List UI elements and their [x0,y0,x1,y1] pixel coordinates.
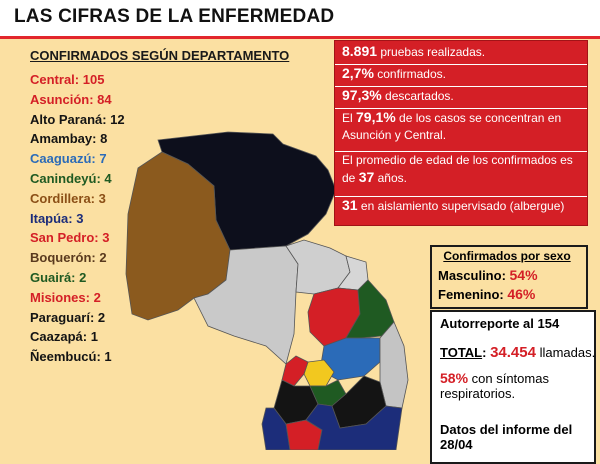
region-neembucu [261,407,291,450]
department-item: Misiones: 2 [30,289,101,305]
department-item: Itapúa: 3 [30,210,84,226]
sex-box: Confirmados por sexo Masculino: 54% Feme… [430,245,588,309]
stats-tests: 8.891 pruebas realizadas. [342,43,486,59]
department-item: Cordillera: 3 [30,190,106,206]
sex-male: Masculino: 54% [438,267,538,283]
departments-heading: CONFIRMADOS SEGÚN DEPARTAMENTO [30,48,290,63]
stats-isolation: 31 en aislamiento supervisado (albergue) [335,196,587,215]
paraguay-map [125,131,409,450]
department-item: Guairá: 2 [30,269,87,285]
department-item: Caazapá: 1 [30,329,98,345]
sex-female: Femenino: 46% [438,286,536,302]
stats-age: El promedio de edad de los confirmados e… [335,151,587,187]
sex-heading: Confirmados por sexo [443,249,571,263]
department-item: San Pedro: 3 [30,230,110,246]
departments-list: Central: 105 Asunción: 84 Alto Paraná: 12 A… [30,70,125,367]
page-title: LAS CIFRAS DE LA ENFERMEDAD [14,6,335,27]
stats-confirmed: 2,7% confirmados. [335,64,587,83]
department-item: Central: 105 [30,72,105,87]
department-item: Asunción: 84 [30,91,112,107]
department-item: Paraguarí: 2 [30,309,106,325]
report-respiratory: 58% con síntomas respiratorios. [440,370,549,401]
report-datos: Datos del informe del 28/04 [440,422,573,452]
department-item: Ñeembucú: 1 [30,349,112,365]
stats-box: 8.891 pruebas realizadas. 2,7% confirmad… [334,40,588,226]
stats-discarded: 97,3% descartados. [335,86,587,105]
department-item: Alto Paraná: 12 [30,111,125,127]
department-item: Amambay: 8 [30,131,108,147]
report-autoreporte: Autorreporte al 154 [440,316,560,331]
department-item: Boquerón: 2 [30,250,107,266]
stats-concentration: El 79,1% de los casos se concentran en A… [335,108,587,144]
department-item: Canindeyú: 4 [30,170,112,186]
report-box: Autorreporte al 154 TOTAL: 34.454 llamad… [430,310,596,464]
report-total: TOTAL: 34.454 llamadas. [440,344,596,361]
region-alto-parana [379,321,409,409]
department-item: Caaguazú: 7 [30,151,107,167]
title-bar: LAS CIFRAS DE LA ENFERMEDAD [0,0,600,39]
region-itapua [305,403,403,450]
